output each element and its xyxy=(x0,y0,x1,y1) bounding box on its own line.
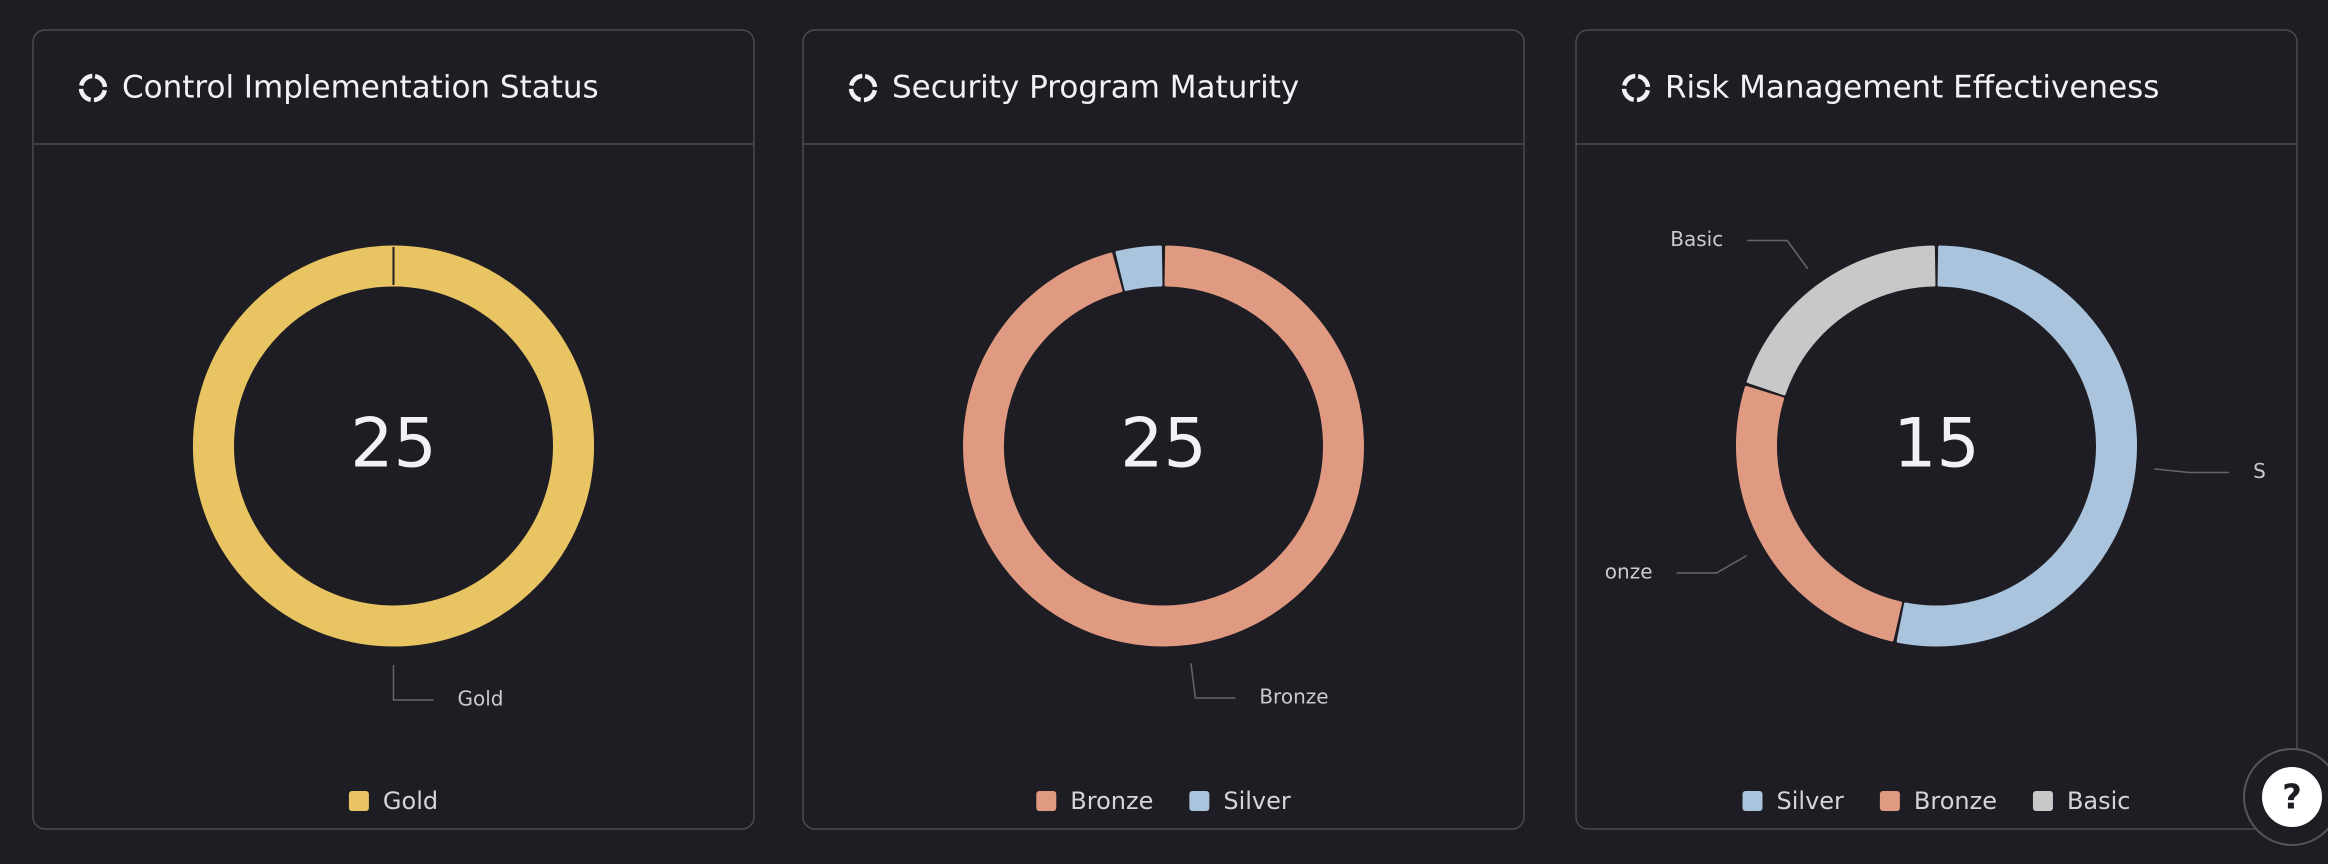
chart-title: Control Implementation Status xyxy=(122,70,599,106)
chart-card: Security Program Maturity Bronze 25 Bronze S… xyxy=(802,29,1525,830)
legend-swatch xyxy=(1879,791,1900,811)
center-total: 25 xyxy=(1120,405,1207,484)
legend-swatch xyxy=(1742,791,1763,811)
donut-slice xyxy=(1736,385,1903,642)
slice-label: Silver xyxy=(2253,459,2310,483)
chart-title: Risk Management Effectiveness xyxy=(1665,70,2159,106)
slice-label: Gold xyxy=(458,687,504,711)
slice-label-group: Basic xyxy=(1670,227,1809,270)
legend-swatch xyxy=(2032,791,2053,811)
legend-label: Bronze xyxy=(1914,787,1997,815)
chart-card: Risk Management Effectiveness Silver Bronz… xyxy=(1575,29,2310,830)
center-total: 25 xyxy=(350,405,437,484)
slice-label: Basic xyxy=(1670,227,1723,251)
legend: Silver Bronze Basic xyxy=(1742,787,2131,815)
legend-label: Gold xyxy=(383,787,438,815)
legend-label: Silver xyxy=(1776,787,1844,815)
donut-slice xyxy=(1115,245,1163,291)
help-circle[interactable] xyxy=(2262,767,2322,827)
card xyxy=(802,29,1525,830)
chart-title: Security Program Maturity xyxy=(892,70,1299,106)
leader-line xyxy=(1676,554,1748,574)
donut-slice xyxy=(963,245,1364,647)
card xyxy=(1575,29,2298,830)
help-button[interactable]: ? xyxy=(2243,748,2328,846)
slice-label-group: Gold xyxy=(392,665,504,711)
donut-slice xyxy=(193,245,594,647)
slice-label: Bronze xyxy=(1259,684,1328,708)
legend-label: Bronze xyxy=(1070,787,1153,815)
help-text[interactable]: ? xyxy=(2282,778,2302,818)
center-total: 15 xyxy=(1893,405,1980,484)
leader-line xyxy=(1190,663,1236,699)
leader-line xyxy=(2154,468,2230,474)
slice-label-group: Silver xyxy=(2154,459,2310,483)
donut-slice xyxy=(1896,245,2137,647)
legend-label: Silver xyxy=(1223,787,1291,815)
legend-swatch xyxy=(1189,791,1210,811)
slice-label-group: Bronze xyxy=(1190,663,1329,708)
title-icon xyxy=(78,73,108,103)
slice-label-group: Bronze xyxy=(1583,554,1748,584)
slice-label: Bronze xyxy=(1583,560,1652,584)
legend-swatch xyxy=(348,791,369,811)
legend: Bronze Silver xyxy=(1036,787,1291,815)
chart-card: Control Implementation Status Gold 25 Gold xyxy=(32,29,755,830)
title-icon xyxy=(848,73,878,103)
card xyxy=(32,29,755,830)
legend-label: Basic xyxy=(2067,787,2131,815)
leader-line xyxy=(1747,239,1809,270)
donut-slice xyxy=(1746,245,1936,396)
leader-line xyxy=(392,665,434,701)
legend-swatch xyxy=(1036,791,1057,811)
legend: Gold xyxy=(348,787,438,815)
